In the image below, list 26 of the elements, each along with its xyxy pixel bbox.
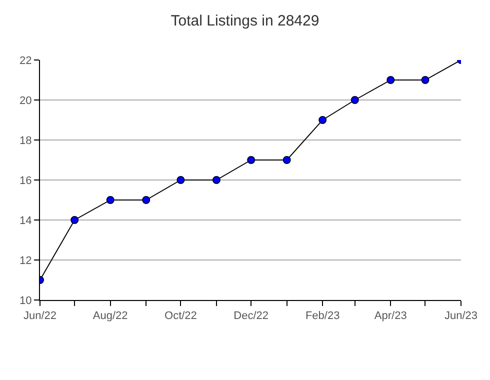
- x-tick-label: Jun/23: [444, 310, 478, 322]
- x-tick-label: Aug/22: [92, 310, 128, 322]
- x-tick-label: Oct/22: [164, 310, 197, 322]
- x-tick-label: Jun/22: [23, 310, 57, 322]
- point: [176, 176, 185, 184]
- point: [212, 176, 220, 184]
- point: [350, 96, 359, 104]
- point: [282, 156, 291, 164]
- y-tick-label: 10: [20, 294, 32, 307]
- y-tick-label: 22: [20, 54, 32, 67]
- point: [318, 116, 327, 124]
- chart-title: Total Listings in 28429: [170, 12, 320, 30]
- y-tick-label: 16: [20, 174, 32, 187]
- point: [386, 76, 395, 84]
- y-tick-label: 12: [20, 254, 32, 267]
- point: [142, 196, 150, 204]
- x-tick-label: Feb/23: [305, 310, 340, 322]
- point: [70, 216, 79, 224]
- x-tick-label: Dec/22: [234, 310, 269, 322]
- y-tick-label: 14: [20, 214, 32, 227]
- point: [421, 76, 430, 84]
- point: [247, 156, 256, 164]
- x-tick-label: Apr/23: [374, 310, 407, 322]
- point: [106, 196, 114, 204]
- y-tick-label: 20: [20, 94, 32, 107]
- y-tick-label: 18: [20, 134, 32, 147]
